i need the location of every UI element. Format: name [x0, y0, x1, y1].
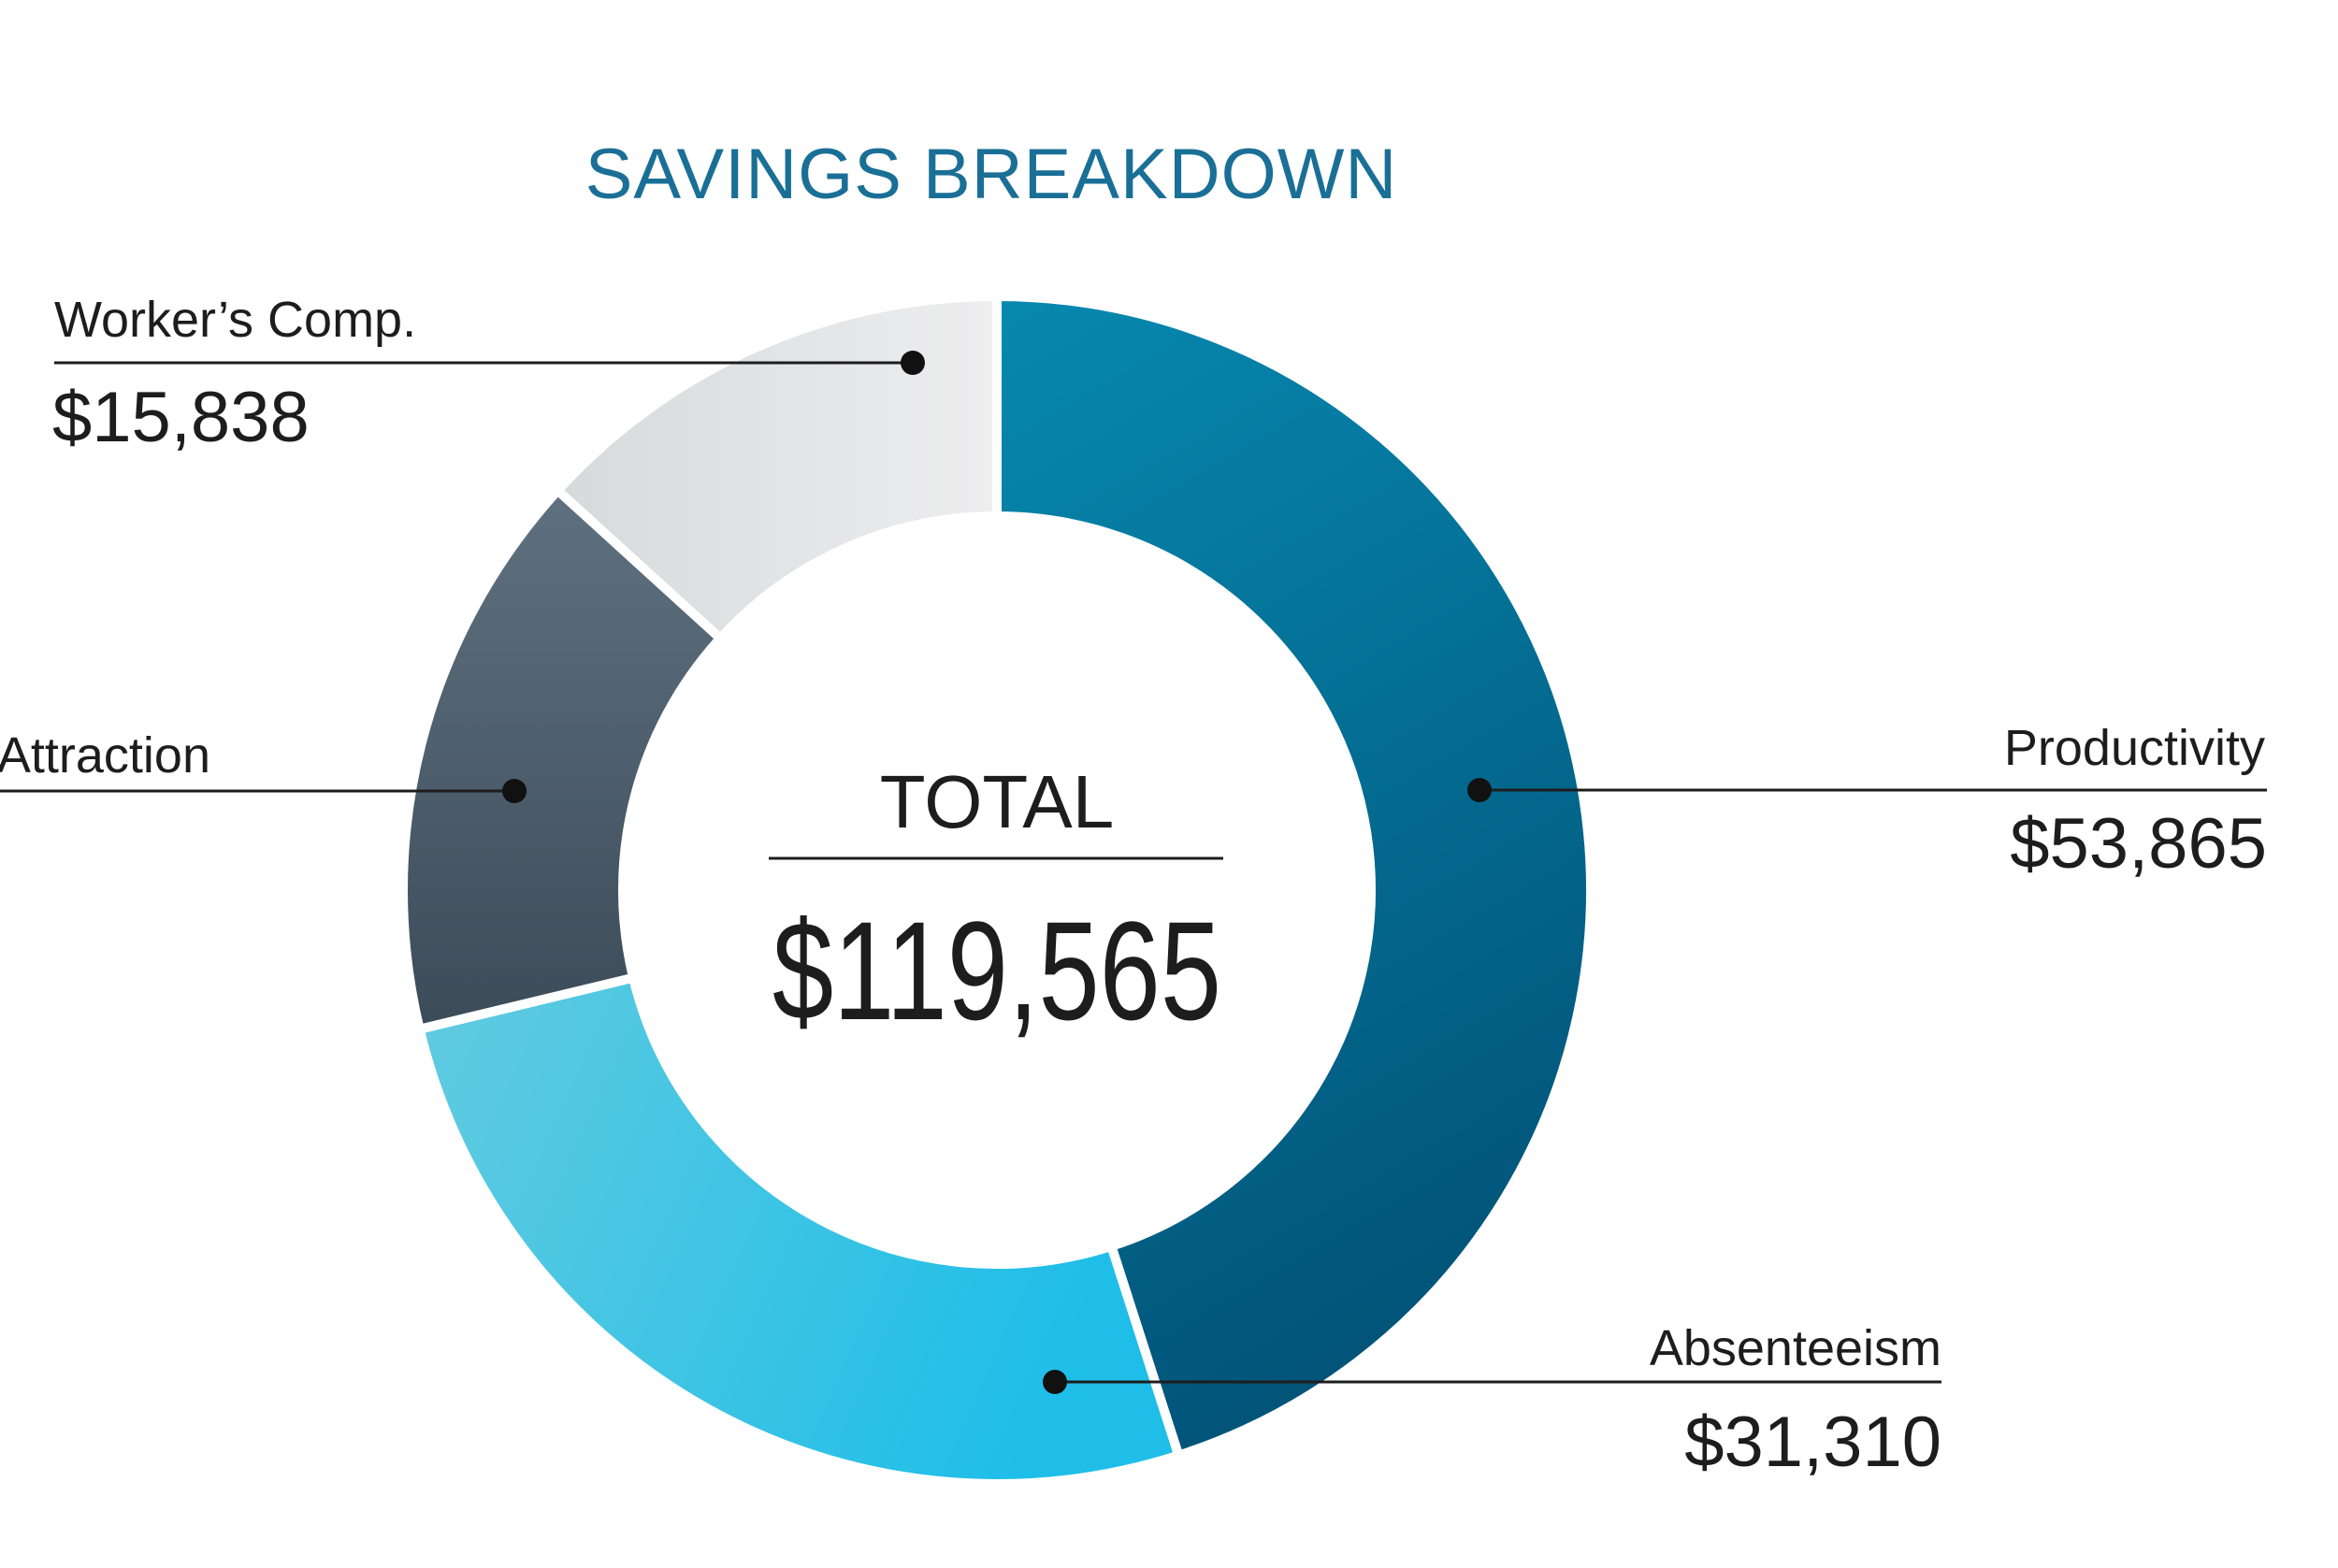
slice-workers-comp	[551, 291, 1002, 645]
leader-dot-attraction	[502, 779, 527, 803]
leader-dot-workers-comp	[901, 351, 925, 375]
slice-name-productivity: Productivity	[2004, 720, 2265, 776]
slice-productivity	[992, 291, 1595, 1461]
slice-value-productivity: $53,865	[2010, 804, 2267, 884]
leader-dot-productivity	[1467, 778, 1492, 802]
callout-attraction: Attraction	[0, 727, 527, 803]
slice-attraction	[398, 483, 728, 1035]
callout-workers-comp: Worker’s Comp. $15,838	[52, 292, 925, 457]
callout-absenteeism: Absenteeism $31,310	[1043, 1320, 1941, 1482]
slice-name-attraction: Attraction	[0, 727, 210, 784]
callout-productivity: Productivity $53,865	[1467, 720, 2267, 884]
slice-name-absenteeism: Absenteeism	[1650, 1320, 1941, 1376]
leader-dot-absenteeism	[1043, 1370, 1067, 1394]
slice-value-absenteeism: $31,310	[1684, 1403, 1941, 1482]
slice-name-workers-comp: Worker’s Comp.	[54, 292, 416, 348]
slice-value-workers-comp: $15,838	[52, 378, 310, 457]
total-value: $119,565	[772, 892, 1221, 1049]
total-label: TOTAL	[880, 760, 1114, 843]
chart-title: SAVINGS BREAKDOWN	[585, 135, 1398, 214]
slice-absenteeism	[413, 971, 1185, 1489]
donut-slices	[398, 291, 1595, 1489]
